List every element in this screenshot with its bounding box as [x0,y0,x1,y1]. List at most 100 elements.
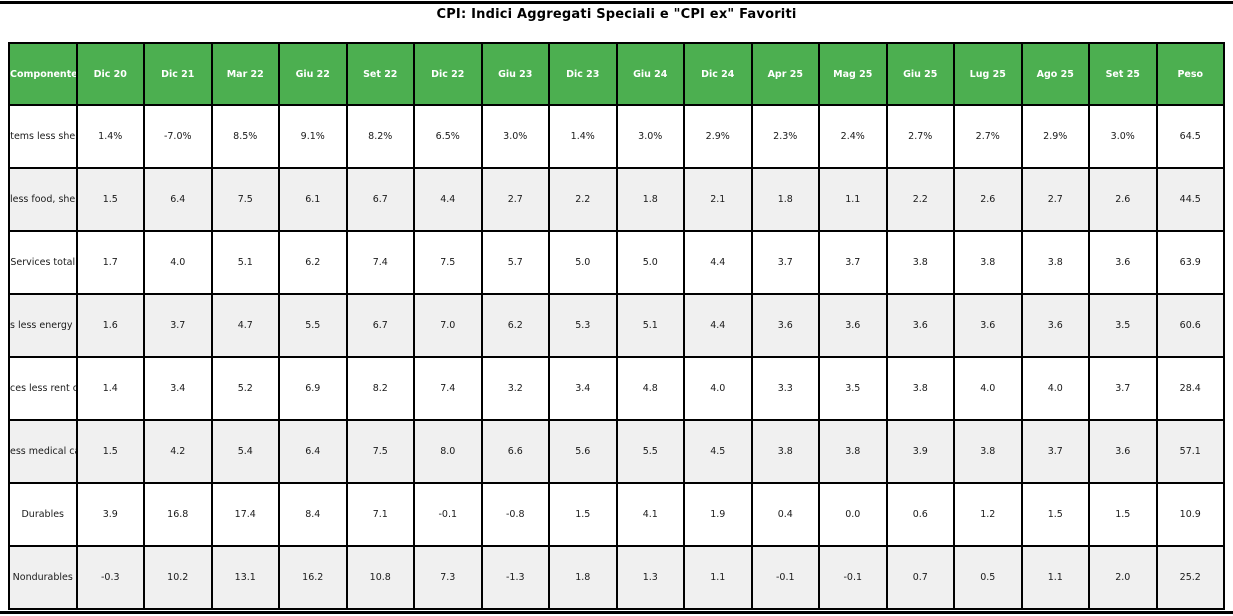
table-header: Componente Dic 20 Dic 21 Mar 22 Giu 22 Set 22… [8,42,1225,106]
data-cell: 7.4 [345,230,415,295]
column-header: Set 22 [345,42,415,106]
data-cell: 16.8 [143,482,213,547]
column-header: Ago 25 [1020,42,1090,106]
data-cell: 13.1 [210,545,280,610]
data-cell: 3.4 [143,356,213,421]
column-header: Dic 22 [413,42,483,106]
data-cell: 7.3 [413,545,483,610]
data-cell: -0.1 [413,482,483,547]
data-cell: 3.9 [885,419,955,484]
column-header: Giu 24 [615,42,685,106]
data-cell: 6.5% [413,104,483,169]
data-cell: 3.8 [885,230,955,295]
column-header: Mag 25 [818,42,888,106]
bottom-rule [0,611,1233,614]
table-row: Nondurables -0.3 10.2 13.1 16.2 10.8 7.3 -1.3 1.… [8,545,1225,610]
data-cell: 4.1 [615,482,685,547]
data-cell: 3.7 [1020,419,1090,484]
column-header-componente: Componente [8,42,78,106]
data-cell: 1.5 [75,419,145,484]
table-row: ess medical ca 1.5 4.2 5.4 6.4 7.5 8.0 6.6 5.6 5.… [8,419,1225,484]
row-label: Services total [8,230,78,295]
data-cell: 60.6 [1155,293,1225,358]
data-cell: 4.0 [683,356,753,421]
column-header: Giu 25 [885,42,955,106]
column-header: Dic 23 [548,42,618,106]
data-cell: 3.8 [953,419,1023,484]
data-cell: 10.2 [143,545,213,610]
data-cell: 3.6 [750,293,820,358]
data-cell: 0.0 [818,482,888,547]
data-cell: 2.2 [548,167,618,232]
table-row: less food, shelt 1.5 6.4 7.5 6.1 6.7 4.4 2.7 2.2… [8,167,1225,232]
data-cell: 17.4 [210,482,280,547]
data-cell: 1.1 [683,545,753,610]
column-header: Dic 20 [75,42,145,106]
data-cell: 5.5 [615,419,685,484]
data-cell: 4.8 [615,356,685,421]
data-cell: 3.6 [953,293,1023,358]
data-cell: 6.1 [278,167,348,232]
data-cell: 8.4 [278,482,348,547]
data-cell: 7.1 [345,482,415,547]
data-cell: 2.9% [683,104,753,169]
header-row: Componente Dic 20 Dic 21 Mar 22 Giu 22 Set 22… [8,42,1225,106]
data-cell: 3.8 [818,419,888,484]
cpi-table-container: Componente Dic 20 Dic 21 Mar 22 Giu 22 Set 22… [8,42,1225,610]
column-header: Giu 22 [278,42,348,106]
data-cell: 1.4% [548,104,618,169]
data-cell: 1.4% [75,104,145,169]
data-cell: 3.9 [75,482,145,547]
data-cell: 10.8 [345,545,415,610]
data-cell: 3.0% [480,104,550,169]
data-cell: 5.0 [615,230,685,295]
data-cell: -0.1 [750,545,820,610]
data-cell: 0.6 [885,482,955,547]
data-cell: 1.5 [1088,482,1158,547]
table-body: tems less she 1.4% -7.0% 8.5% 9.1% 8.2% 6.5% 3.… [8,104,1225,610]
data-cell: 3.8 [750,419,820,484]
data-cell: 3.4 [548,356,618,421]
data-cell: 5.7 [480,230,550,295]
data-cell: 4.4 [683,293,753,358]
data-cell: 8.2 [345,356,415,421]
data-cell: 5.2 [210,356,280,421]
data-cell: 2.7 [480,167,550,232]
table-row: tems less she 1.4% -7.0% 8.5% 9.1% 8.2% 6.5% 3.… [8,104,1225,169]
data-cell: 9.1% [278,104,348,169]
row-label: s less energy s [8,293,78,358]
data-cell: 3.2 [480,356,550,421]
data-cell: 1.1 [818,167,888,232]
data-cell: 3.6 [1088,419,1158,484]
data-cell: 1.6 [75,293,145,358]
top-rule [0,1,1233,4]
data-cell: 7.5 [345,419,415,484]
data-cell: 3.6 [1020,293,1090,358]
data-cell: 6.4 [278,419,348,484]
data-cell: 5.5 [278,293,348,358]
data-cell: -0.1 [818,545,888,610]
data-cell: 2.4% [818,104,888,169]
cpi-table: Componente Dic 20 Dic 21 Mar 22 Giu 22 Set 22… [8,42,1225,610]
data-cell: 3.6 [818,293,888,358]
data-cell: 5.6 [548,419,618,484]
data-cell: 6.2 [480,293,550,358]
row-label: ces less rent of [8,356,78,421]
data-cell: 7.4 [413,356,483,421]
data-cell: 1.8 [615,167,685,232]
data-cell: 6.7 [345,293,415,358]
data-cell: 4.7 [210,293,280,358]
data-cell: 1.2 [953,482,1023,547]
data-cell: 25.2 [1155,545,1225,610]
data-cell: 3.8 [953,230,1023,295]
column-header: Giu 23 [480,42,550,106]
table-row: Durables 3.9 16.8 17.4 8.4 7.1 -0.1 -0.8 1.5 4.1 1… [8,482,1225,547]
data-cell: 3.6 [1088,230,1158,295]
row-label: Durables [8,482,78,547]
data-cell: -7.0% [143,104,213,169]
column-header: Lug 25 [953,42,1023,106]
data-cell: 0.4 [750,482,820,547]
data-cell: 6.9 [278,356,348,421]
table-row: ces less rent of 1.4 3.4 5.2 6.9 8.2 7.4 3.2 3.4… [8,356,1225,421]
data-cell: 63.9 [1155,230,1225,295]
